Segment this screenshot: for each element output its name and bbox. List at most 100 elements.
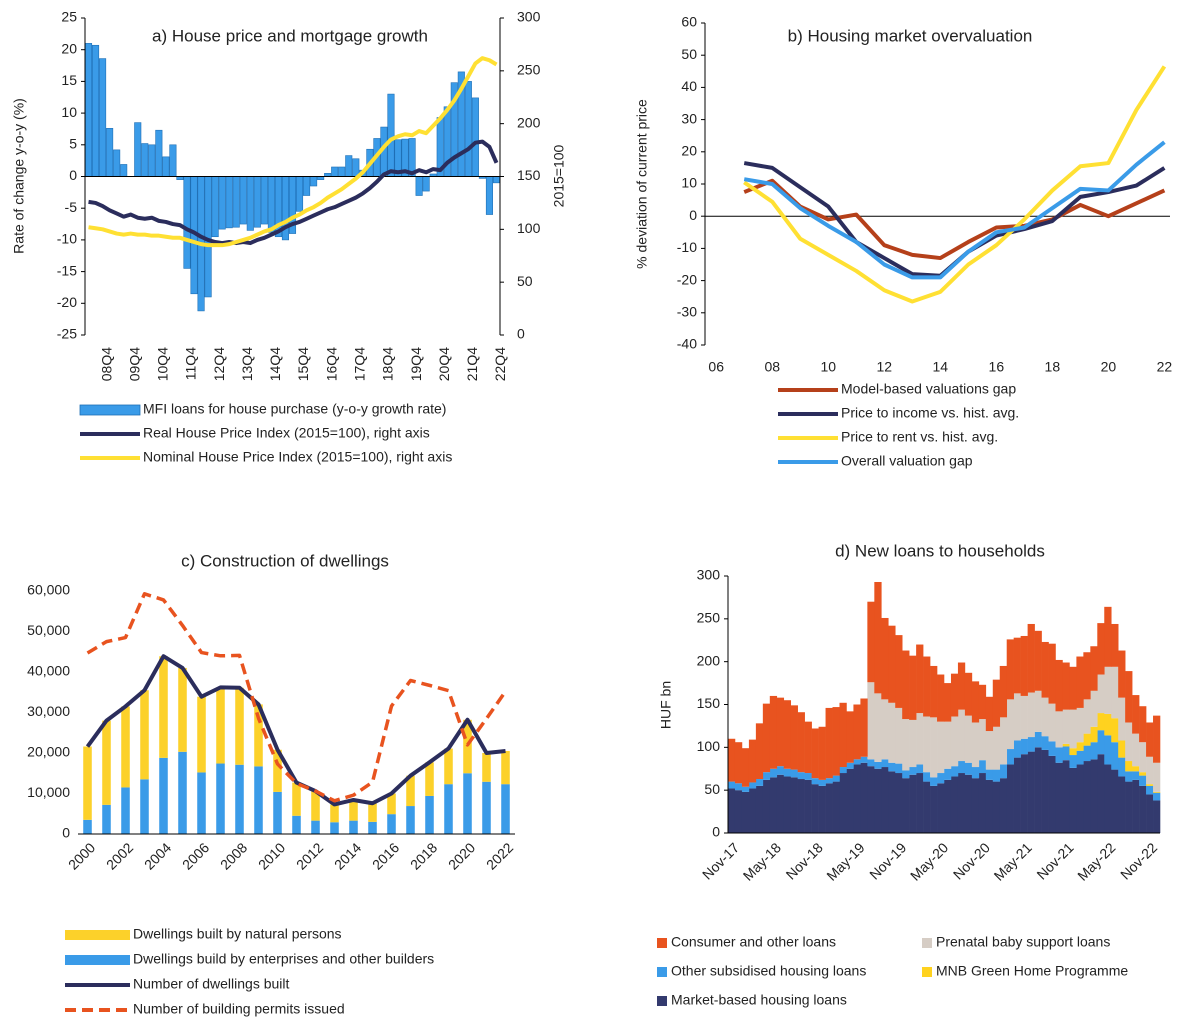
legend-label: MNB Green Home Programme [936, 963, 1128, 979]
bar [971, 681, 980, 723]
bar [804, 773, 812, 780]
x-tick-label: 06 [708, 359, 724, 375]
bar [387, 814, 396, 834]
bar [978, 719, 987, 761]
bar [197, 772, 206, 834]
y-axis-label: Rate of change y-o-y (%) [11, 98, 27, 254]
x-tick-label: Nov-17 [699, 839, 742, 882]
bar [964, 774, 973, 833]
bar [867, 682, 875, 760]
bar [1041, 641, 1049, 698]
x-tick-label: 17Q4 [352, 347, 368, 381]
bar [1132, 779, 1140, 833]
x-tick-label: 2018 [407, 839, 440, 872]
x-tick-label: 16 [989, 359, 1005, 375]
bar [776, 766, 785, 775]
bar [818, 779, 826, 786]
bar [874, 693, 882, 762]
bar [349, 799, 358, 821]
bar [1104, 666, 1112, 714]
bar [839, 702, 847, 768]
legend-label: Nominal House Price Index (2015=100), ri… [143, 449, 452, 465]
x-tick-label: 09Q4 [126, 347, 142, 381]
bar [155, 129, 163, 177]
bar [895, 773, 903, 833]
bar [985, 731, 994, 770]
bar [985, 769, 994, 780]
bar [1097, 623, 1105, 675]
y2-tick-label: 300 [517, 9, 541, 25]
bar [1062, 743, 1070, 747]
bar [1097, 674, 1105, 714]
bar [748, 782, 757, 789]
bar [783, 776, 792, 833]
bar [406, 806, 415, 834]
bar [937, 721, 945, 774]
bar [950, 673, 959, 717]
bar [748, 788, 757, 833]
bar [1013, 740, 1021, 758]
y-tick-label: 40,000 [27, 663, 70, 679]
y-tick-label: 0 [689, 207, 697, 223]
bar [804, 721, 812, 774]
x-tick-label: 2002 [103, 839, 136, 872]
bar [1146, 794, 1154, 833]
bar [295, 176, 304, 212]
x-tick-label: Nov-22 [1117, 839, 1160, 882]
bar [1153, 715, 1161, 763]
x-tick-label: 19Q4 [408, 347, 424, 381]
line-series [88, 56, 498, 248]
bar [232, 176, 240, 228]
x-tick-label: 08 [764, 359, 780, 375]
bar [310, 176, 318, 187]
bar [1090, 690, 1098, 727]
chart-title: b) Housing market overvaluation [788, 26, 1033, 45]
bar [944, 768, 952, 780]
bar [734, 790, 743, 833]
bar [755, 779, 764, 786]
y-axis-label: HUF bn [658, 681, 674, 729]
legend-swatch [657, 967, 667, 977]
x-tick-label: May-20 [907, 839, 951, 883]
bar [1048, 703, 1056, 742]
bar [1048, 755, 1056, 833]
bar [950, 716, 959, 767]
bar [811, 778, 819, 785]
bar [804, 779, 812, 833]
line-series [88, 139, 499, 246]
x-tick-label: 16Q4 [323, 347, 339, 381]
bar [1034, 690, 1042, 732]
y-tick-label: -5 [65, 199, 78, 215]
bar [985, 779, 994, 833]
x-tick-label: 2016 [369, 839, 402, 872]
bar [895, 707, 903, 764]
bar [1062, 746, 1070, 761]
bar [895, 635, 903, 708]
bar [1069, 709, 1077, 749]
bar [1069, 767, 1077, 833]
bar [1013, 693, 1021, 741]
bar [769, 777, 778, 833]
bar [148, 144, 156, 177]
bar [225, 176, 233, 229]
bar [1139, 742, 1147, 773]
bar [909, 774, 917, 833]
y-tick-label: 40 [681, 78, 697, 94]
bar [1034, 731, 1042, 748]
x-tick-label: Nov-20 [950, 839, 993, 882]
bar [330, 804, 339, 823]
y2-tick-label: 100 [517, 220, 541, 236]
bar [140, 690, 149, 780]
bar [482, 781, 491, 834]
bar [1104, 713, 1112, 736]
bar [1153, 762, 1161, 792]
bar [246, 176, 254, 231]
legend-label: Prenatal baby support loans [936, 934, 1110, 950]
y-tick-label: 20 [681, 143, 697, 159]
bar [790, 705, 798, 770]
bar [748, 739, 757, 783]
bar [978, 684, 987, 720]
bar [825, 707, 833, 779]
